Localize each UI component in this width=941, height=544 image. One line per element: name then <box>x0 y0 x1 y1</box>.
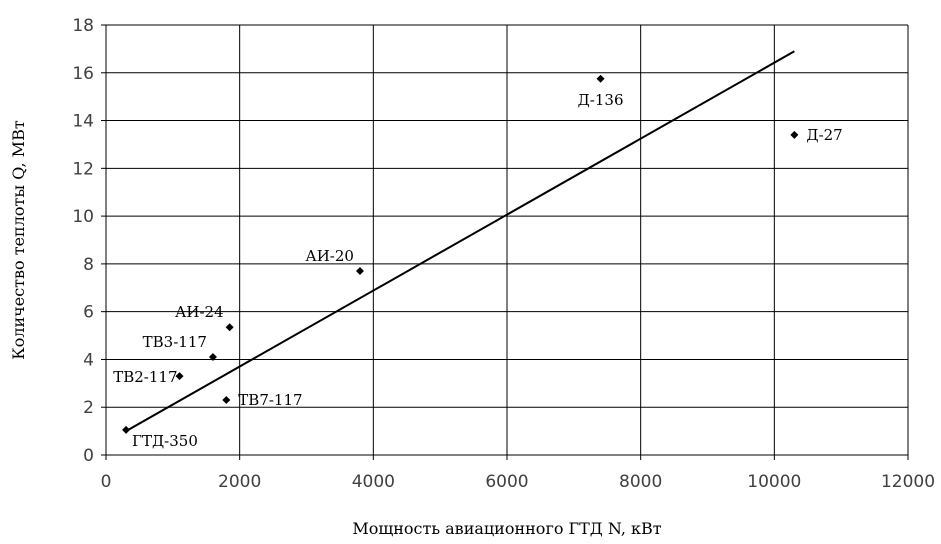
point-label: ТВ3-117 <box>143 333 207 351</box>
x-tick-label: 2000 <box>218 472 261 492</box>
x-tick-label: 6000 <box>485 472 528 492</box>
data-point-marker <box>596 74 605 83</box>
trendline <box>125 50 795 432</box>
data-point-marker <box>355 267 364 276</box>
point-label: ТВ7-117 <box>238 391 302 409</box>
data-point-marker <box>175 372 184 381</box>
point-label: АИ-24 <box>175 303 224 321</box>
x-tick-label: 12000 <box>881 472 935 492</box>
x-tick-label: 4000 <box>352 472 395 492</box>
point-label: Д-136 <box>578 91 624 109</box>
data-point-marker <box>208 353 217 362</box>
data-point-marker <box>790 130 799 139</box>
point-label: Д-27 <box>806 126 842 144</box>
x-tick-label: 0 <box>101 472 112 492</box>
data-points <box>122 74 799 434</box>
x-axis-title: Мощность авиационного ГТД N, кВт <box>352 519 661 538</box>
y-tick-label: 10 <box>72 207 94 227</box>
y-axis-title: Количество теплоты Q, МВт <box>9 120 28 360</box>
y-tick-label: 14 <box>72 112 94 132</box>
y-tick-label: 12 <box>72 159 94 179</box>
y-tick-label: 2 <box>83 398 94 418</box>
point-label: ТВ2-117 <box>113 368 177 386</box>
y-tick-label: 0 <box>83 446 94 466</box>
data-point-marker <box>122 425 131 434</box>
y-tick-labels: 0 2 4 6 8 10 12 14 16 18 <box>72 16 94 466</box>
point-labels: ГТД-350 ТВ2-117 ТВ3-117 ТВ7-117 АИ-24 АИ-20 Д-… <box>113 91 843 450</box>
y-tick-label: 8 <box>83 255 94 275</box>
x-tick-labels: 0 2000 4000 6000 8000 10000 12000 <box>101 472 935 492</box>
grid-lines <box>106 24 909 455</box>
y-tick-label: 16 <box>72 64 94 84</box>
data-point-marker <box>225 323 234 332</box>
y-tick-label: 4 <box>83 350 94 370</box>
y-tick-label: 18 <box>72 16 94 36</box>
x-tick-label: 8000 <box>619 472 662 492</box>
trendline-group <box>125 50 795 432</box>
point-label: АИ-20 <box>305 247 354 265</box>
axes <box>101 24 909 460</box>
x-tick-label: 10000 <box>747 472 801 492</box>
point-label: ГТД-350 <box>132 432 198 450</box>
y-tick-label: 6 <box>83 303 94 323</box>
data-point-marker <box>222 396 231 405</box>
